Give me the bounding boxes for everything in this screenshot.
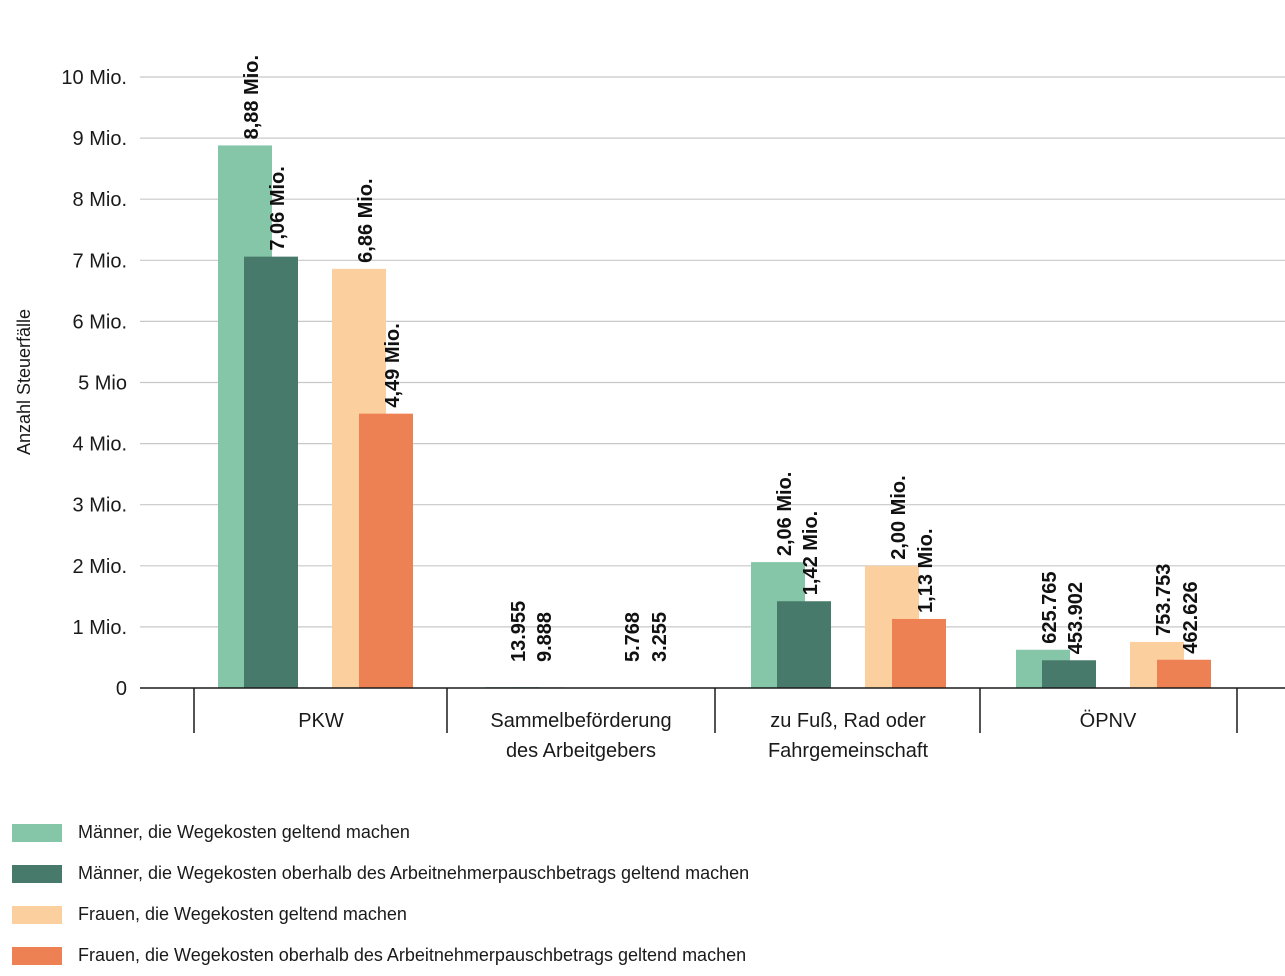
x-tick-label: des Arbeitgebers: [506, 740, 656, 762]
bar: [777, 601, 831, 688]
x-tick-label: Fahrgemeinschaft: [768, 740, 929, 762]
y-tick-label: 0: [116, 678, 127, 700]
bar: [1042, 660, 1096, 688]
data-label: 453.902: [1065, 582, 1087, 654]
data-label: 7,06 Mio.: [267, 166, 289, 250]
bar: [892, 619, 946, 688]
y-tick-label: 6 Mio.: [73, 311, 127, 333]
bar-chart: 0 1 Mio. 2 Mio. 3 Mio. 4 Mio. 5 Mio 6 Mio. 7 Mi…: [0, 0, 1285, 800]
data-label: 2,06 Mio.: [774, 472, 796, 556]
data-label: 2,00 Mio.: [888, 475, 910, 559]
y-tick-label: 9 Mio.: [73, 128, 127, 150]
data-label: 3.255: [649, 612, 671, 662]
legend-label: Frauen, die Wegekosten oberhalb des Arbe…: [78, 945, 746, 966]
legend: Männer, die Wegekosten geltend machen Män…: [12, 812, 749, 976]
y-tick-label: 8 Mio.: [73, 189, 127, 211]
legend-item: Frauen, die Wegekosten geltend machen: [12, 894, 749, 935]
legend-item: Frauen, die Wegekosten oberhalb des Arbe…: [12, 935, 749, 976]
data-label: 1,42 Mio.: [800, 511, 822, 595]
data-label: 4,49 Mio.: [382, 323, 404, 407]
legend-swatch: [12, 824, 62, 842]
bar: [1157, 660, 1211, 688]
data-label: 5.768: [622, 612, 644, 662]
chart: 0 1 Mio. 2 Mio. 3 Mio. 4 Mio. 5 Mio 6 Mio. 7 Mi…: [0, 0, 1285, 800]
y-tick-label: 10 Mio.: [61, 67, 127, 89]
x-tick-label: ÖPNV: [1080, 710, 1137, 732]
bar: [244, 257, 298, 688]
data-label: 13.955: [508, 601, 530, 662]
legend-label: Männer, die Wegekosten oberhalb des Arbe…: [78, 863, 749, 884]
data-label: 6,86 Mio.: [355, 178, 377, 262]
legend-item: Männer, die Wegekosten oberhalb des Arbe…: [12, 853, 749, 894]
data-label: 753.753: [1153, 564, 1175, 636]
y-tick-label: 5 Mio: [78, 373, 127, 395]
y-tick-label: 2 Mio.: [73, 556, 127, 578]
data-label: 462.626: [1180, 581, 1202, 653]
x-tick-label: zu Fuß, Rad oder: [770, 710, 926, 732]
x-tick-label: PKW: [298, 710, 344, 732]
legend-swatch: [12, 906, 62, 924]
data-label: 9.888: [534, 612, 556, 662]
data-label: 625.765: [1039, 571, 1061, 643]
y-axis-title: Anzahl Steuerfälle: [14, 309, 34, 455]
bar: [359, 414, 413, 688]
legend-label: Frauen, die Wegekosten geltend machen: [78, 904, 407, 925]
legend-item: Männer, die Wegekosten geltend machen: [12, 812, 749, 853]
y-tick-label: 7 Mio.: [73, 250, 127, 272]
legend-swatch: [12, 865, 62, 883]
y-tick-label: 3 Mio.: [73, 495, 127, 517]
y-tick-label: 4 Mio.: [73, 434, 127, 456]
legend-label: Männer, die Wegekosten geltend machen: [78, 822, 410, 843]
data-label: 8,88 Mio.: [241, 55, 263, 139]
y-tick-label: 1 Mio.: [73, 617, 127, 639]
x-tick-label: Sammelbeförderung: [490, 710, 671, 732]
data-label: 1,13 Mio.: [915, 528, 937, 612]
legend-swatch: [12, 947, 62, 965]
